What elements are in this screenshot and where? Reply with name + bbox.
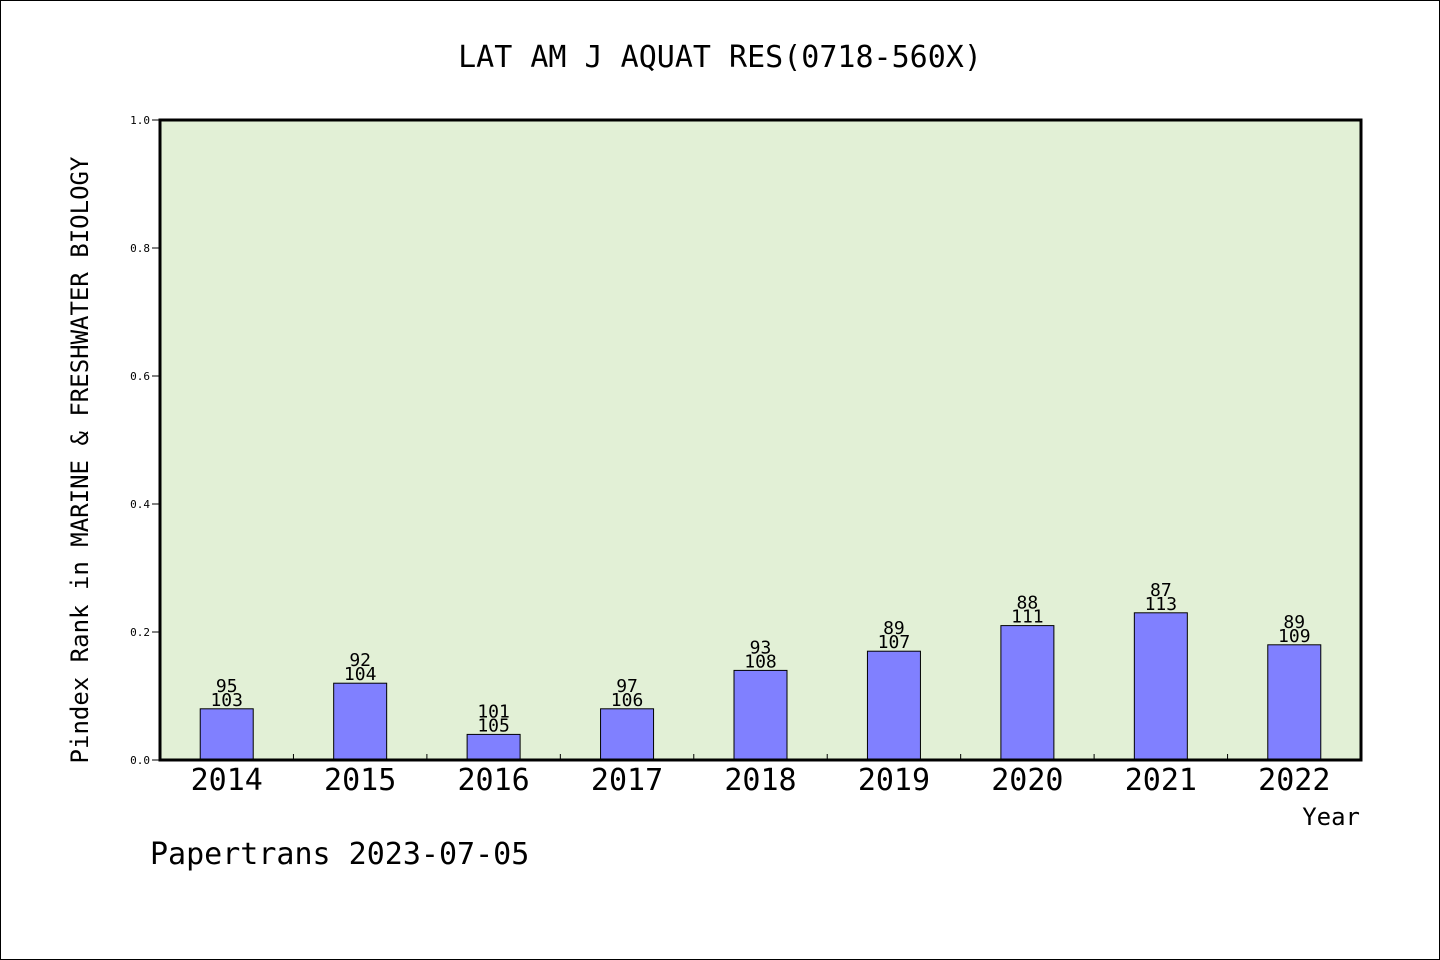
rank-label: 88 bbox=[1017, 593, 1039, 614]
x-tick-label: 2019 bbox=[858, 763, 930, 798]
rank-label: 101 bbox=[477, 701, 510, 722]
x-axis-label: Year bbox=[1302, 803, 1360, 831]
total-label: 105 bbox=[477, 715, 510, 736]
y-tick-label: 0.8 bbox=[130, 242, 150, 255]
bar-2017 bbox=[600, 708, 655, 761]
y-axis-label: Pindex Rank in MARINE & FRESHWATER BIOLO… bbox=[66, 156, 94, 763]
y-tick-label: 0.4 bbox=[130, 498, 150, 511]
rank-label: 95 bbox=[216, 676, 238, 697]
bar-2016 bbox=[466, 733, 521, 761]
x-axis-ticks: 2014 2015 2016 2017 2018 2019 2020 2021 2022 bbox=[191, 754, 1330, 798]
y-tick-label: 0.6 bbox=[130, 370, 150, 383]
x-tick-label: 2018 bbox=[724, 763, 796, 798]
total-label: 109 bbox=[1278, 626, 1311, 647]
bar-2021 bbox=[1133, 612, 1188, 761]
total-label: 113 bbox=[1145, 594, 1178, 615]
bar-2015 bbox=[333, 682, 388, 761]
bar-2018 bbox=[733, 669, 788, 761]
x-tick-label: 2014 bbox=[191, 763, 263, 798]
x-tick-label: 2017 bbox=[591, 763, 663, 798]
rank-label: 87 bbox=[1150, 580, 1172, 601]
bar-2019 bbox=[866, 650, 921, 761]
y-tick-label: 1.0 bbox=[130, 114, 150, 127]
rank-label: 89 bbox=[883, 618, 905, 639]
y-axis-ticks: 0.0 0.2 0.4 0.6 0.8 1.0 bbox=[130, 114, 160, 767]
total-label: 107 bbox=[878, 632, 911, 653]
total-label: 104 bbox=[344, 664, 377, 685]
x-tick-label: 2022 bbox=[1258, 763, 1330, 798]
footer-credit: Papertrans 2023-07-05 bbox=[150, 837, 529, 872]
chart-title: LAT AM J AQUAT RES(0718-560X) bbox=[458, 40, 982, 75]
plot-border bbox=[158, 118, 1363, 762]
rank-label: 89 bbox=[1283, 612, 1305, 633]
y-tick-label: 0.2 bbox=[130, 626, 150, 639]
bar-2020 bbox=[1000, 625, 1055, 761]
rank-label: 93 bbox=[750, 637, 772, 658]
bar-2014 bbox=[199, 708, 254, 761]
bars-group bbox=[199, 612, 1322, 761]
bar-2022 bbox=[1267, 644, 1322, 761]
rank-label: 92 bbox=[349, 650, 371, 671]
total-label: 111 bbox=[1011, 607, 1044, 628]
x-tick-label: 2015 bbox=[324, 763, 396, 798]
x-tick-label: 2016 bbox=[457, 763, 529, 798]
total-label: 103 bbox=[210, 690, 243, 711]
total-label: 108 bbox=[744, 651, 777, 672]
total-label: 106 bbox=[611, 690, 644, 711]
rank-label: 97 bbox=[616, 676, 638, 697]
x-tick-label: 2021 bbox=[1125, 763, 1197, 798]
y-tick-label: 0.0 bbox=[130, 754, 150, 767]
x-tick-label: 2020 bbox=[991, 763, 1063, 798]
data-labels-group: 9510392104101105971069310889107881118711… bbox=[210, 580, 1310, 737]
